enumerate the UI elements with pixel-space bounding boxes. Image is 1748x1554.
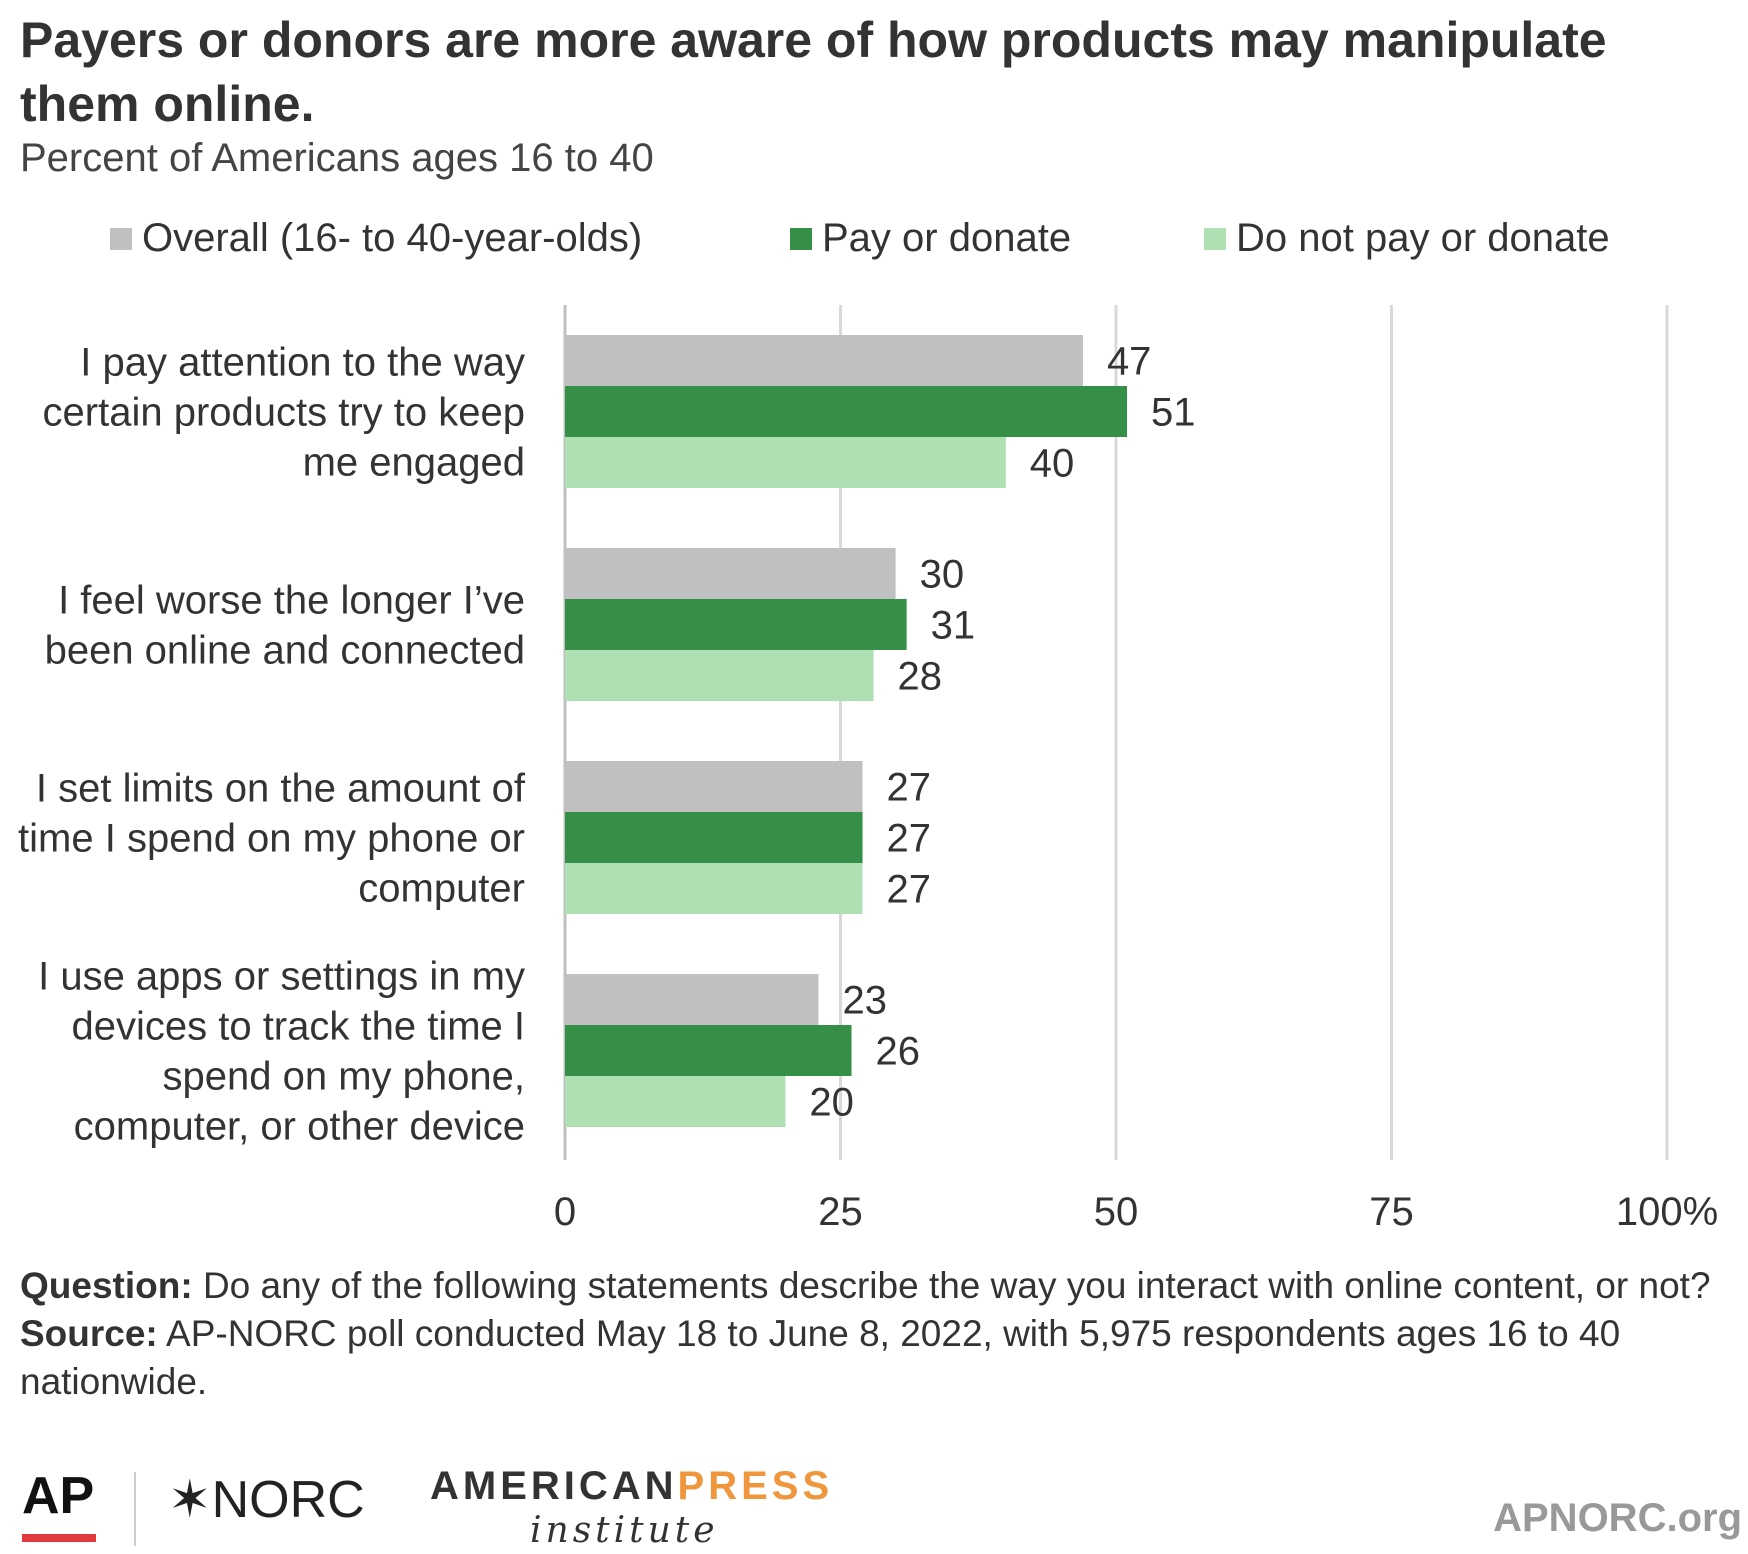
- american-press-logo-press: PRESS: [677, 1464, 834, 1508]
- bar-value-label: 27: [887, 868, 932, 912]
- question-note: Question: Do any of the following statem…: [20, 1262, 1720, 1310]
- bar: [565, 1076, 786, 1127]
- category-label: I set limits on the amount of: [36, 767, 526, 811]
- category-label: me engaged: [303, 441, 525, 485]
- bar-chart: 0 25 50 75 100% 47 51 40 I pay attention to the …: [18, 305, 1718, 1234]
- bar: [565, 386, 1128, 437]
- legend-label-pay: Pay or donate: [822, 216, 1072, 260]
- x-tick-label: 100%: [1616, 1190, 1718, 1234]
- category-label: certain products try to keep: [43, 391, 525, 435]
- bar-value-label: 51: [1151, 391, 1196, 435]
- bar-value-label: 30: [920, 553, 965, 597]
- category-label: I pay attention to the way: [80, 341, 525, 385]
- footnote: Question: Do any of the following statem…: [20, 1262, 1720, 1406]
- bar-value-label: 31: [931, 604, 976, 648]
- category-label: time I spend on my phone or: [18, 817, 525, 861]
- chart-title: Payers or donors are more aware of how p…: [20, 12, 1607, 132]
- legend-item-pay: Pay or donate: [790, 216, 1071, 261]
- bar-value-label: 20: [809, 1081, 854, 1125]
- question-text: Do any of the following statements descr…: [202, 1265, 1711, 1306]
- bar: [565, 812, 863, 863]
- bar: [565, 335, 1083, 386]
- bar-value-label: 47: [1107, 340, 1152, 384]
- x-tick-label: 25: [818, 1190, 863, 1234]
- bar-value-label: 27: [887, 817, 932, 861]
- logo-divider: [134, 1472, 136, 1546]
- site-url: APNORC.org: [1493, 1496, 1742, 1540]
- bar: [565, 863, 863, 914]
- category-label: computer: [358, 867, 525, 911]
- category-label: devices to track the time I: [71, 1005, 525, 1049]
- bar: [565, 1025, 852, 1076]
- bar: [565, 650, 874, 701]
- source-note: Source: AP-NORC poll conducted May 18 to…: [20, 1310, 1720, 1406]
- legend-label-nopay: Do not pay or donate: [1236, 216, 1610, 260]
- american-press-logo-institute: institute: [530, 1510, 719, 1551]
- x-tick-label: 0: [554, 1190, 576, 1234]
- norc-logo: ✶NORC: [168, 1471, 365, 1529]
- legend-item-nopay: Do not pay or donate: [1204, 216, 1610, 261]
- bar-value-label: 23: [842, 979, 887, 1023]
- x-tick-label: 75: [1369, 1190, 1414, 1234]
- chart-subtitle: Percent of Americans ages 16 to 40: [20, 136, 654, 180]
- legend: Overall (16- to 40-year-olds) Pay or don…: [0, 216, 1748, 276]
- category-label: spend on my phone,: [163, 1055, 525, 1099]
- legend-label-overall: Overall (16- to 40-year-olds): [142, 216, 643, 260]
- logo-bar: AP ✶NORC AMERICANPRESS institute APNORC.…: [0, 1460, 1748, 1554]
- question-label: Question:: [20, 1265, 193, 1306]
- legend-swatch-overall: [110, 227, 132, 250]
- bar: [565, 599, 907, 650]
- category-label: computer, or other device: [74, 1105, 525, 1149]
- bar-value-label: 28: [898, 655, 943, 699]
- category-label: I feel worse the longer I’ve: [58, 579, 525, 623]
- bar: [565, 548, 896, 599]
- bar-value-label: 26: [876, 1030, 921, 1074]
- source-label: Source:: [20, 1313, 158, 1354]
- american-press-logo-american: AMERICAN: [430, 1464, 678, 1508]
- american-press-logo: AMERICANPRESS: [430, 1464, 833, 1509]
- x-tick-label: 50: [1094, 1190, 1139, 1234]
- category-label: I use apps or settings in my: [38, 955, 525, 999]
- bar: [565, 437, 1006, 488]
- category-label: been online and connected: [45, 629, 525, 673]
- bar-value-label: 27: [887, 766, 932, 810]
- bar: [565, 761, 863, 812]
- bar: [565, 974, 819, 1025]
- ap-logo-underline: [22, 1534, 96, 1542]
- bar-value-label: 40: [1030, 442, 1075, 486]
- legend-swatch-pay: [790, 227, 812, 250]
- legend-item-overall: Overall (16- to 40-year-olds): [110, 216, 642, 261]
- source-text: AP-NORC poll conducted May 18 to June 8,…: [20, 1313, 1621, 1402]
- ap-logo: AP: [22, 1467, 95, 1525]
- legend-swatch-nopay: [1204, 227, 1226, 250]
